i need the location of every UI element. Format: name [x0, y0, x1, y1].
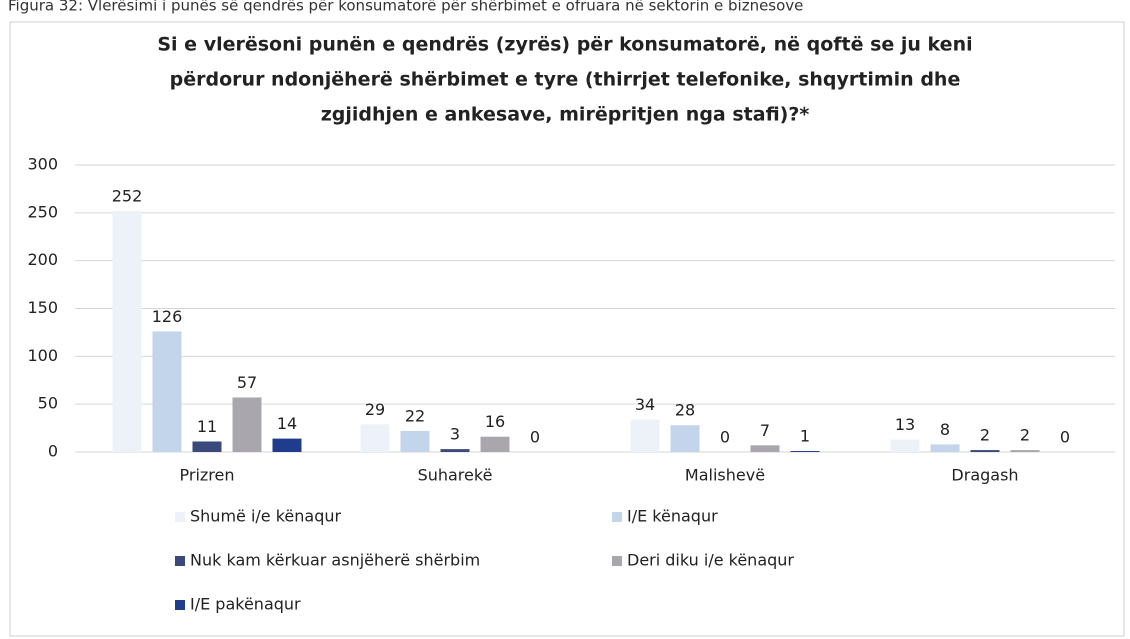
data-label: 7 [760, 421, 770, 440]
data-label: 34 [635, 395, 655, 414]
y-tick-label: 150 [27, 298, 58, 317]
legend-label: Deri diku i/e kënaqur [627, 551, 794, 570]
chart-title: zgjidhjen e ankesave, mirëpritjen nga st… [321, 104, 810, 126]
data-label: 2 [980, 426, 990, 445]
data-label: 3 [450, 425, 460, 444]
bar [480, 436, 510, 452]
legend-label: I/E pakënaqur [190, 595, 301, 614]
legend-swatch [175, 600, 185, 610]
bar [272, 438, 302, 452]
chart-title: Si e vlerësoni punën e qendrës (zyrës) p… [157, 34, 972, 56]
data-label: 11 [197, 417, 217, 436]
data-label: 252 [112, 186, 143, 205]
y-tick-label: 200 [27, 250, 58, 269]
bar [970, 450, 1000, 452]
legend-swatch [612, 556, 622, 566]
legend-swatch [175, 556, 185, 566]
data-label: 16 [485, 412, 505, 431]
data-label: 126 [152, 307, 183, 326]
y-tick-label: 50 [38, 394, 58, 413]
bar [192, 441, 222, 452]
data-label: 13 [895, 415, 915, 434]
bar [400, 430, 430, 452]
bar [440, 449, 470, 452]
bar [152, 331, 182, 452]
y-tick-label: 0 [48, 442, 58, 461]
legend-label: Shumë i/e kënaqur [190, 507, 342, 526]
data-label: 14 [277, 414, 297, 433]
chart-frame [9, 21, 1125, 637]
data-label: 0 [720, 428, 730, 447]
chart-title: përdorur ndonjëherë shërbimet e tyre (th… [170, 69, 961, 91]
data-label: 1 [800, 427, 810, 446]
data-label: 57 [237, 373, 257, 392]
data-label: 28 [675, 401, 695, 420]
bar [232, 397, 262, 452]
legend-label: I/E kënaqur [627, 507, 718, 526]
bar [890, 439, 920, 452]
data-label: 29 [365, 400, 385, 419]
bar [630, 419, 660, 452]
bar [1010, 450, 1040, 452]
y-tick-label: 100 [27, 346, 58, 365]
y-tick-label: 250 [27, 202, 58, 221]
bar [360, 424, 390, 452]
y-tick-label: 300 [27, 155, 58, 174]
x-tick-label: Malishevë [685, 466, 765, 485]
x-tick-label: Suharekë [418, 466, 493, 485]
bar [930, 444, 960, 452]
legend-swatch [612, 512, 622, 522]
data-label: 22 [405, 406, 425, 425]
bar [670, 425, 700, 452]
caption: Figura 32: Vlerësimi i punës së qendrës … [8, 0, 803, 15]
bar [750, 445, 780, 452]
x-tick-label: Prizren [180, 466, 235, 485]
legend-swatch [175, 512, 185, 522]
data-label: 0 [1060, 428, 1070, 447]
data-label: 2 [1020, 426, 1030, 445]
legend-label: Nuk kam kërkuar asnjëherë shërbim [190, 551, 480, 570]
bar [112, 210, 142, 452]
data-label: 0 [530, 428, 540, 447]
bar [790, 451, 820, 452]
x-tick-label: Dragash [951, 466, 1018, 485]
data-label: 8 [940, 420, 950, 439]
